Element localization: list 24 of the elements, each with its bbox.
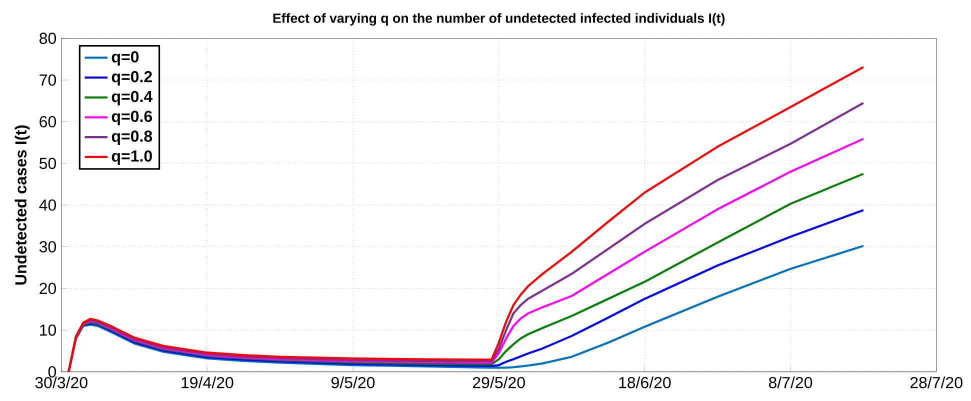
y-tick-label: 60 [40,116,56,128]
x-tick-label: 29/5/20 [472,376,525,388]
x-tick-label: 30/3/20 [35,376,88,388]
y-tick-label: 20 [40,282,56,294]
chart-title: Effect of varying q on the number of undetected infected individuals I(t) [273,13,725,26]
y-axis-title: Undetected cases I(t) [14,125,30,285]
legend-label: q=0.4 [112,90,153,106]
y-tick-label: 50 [39,158,56,169]
x-tick-label: 19/4/20 [182,376,234,388]
x-tick-label: 18/6/20 [619,376,671,388]
legend-label: q=0.8 [112,130,152,145]
legend-label: q=1.0 [112,150,152,165]
x-tick-label: 8/7/20 [768,376,812,388]
y-tick-label: 30 [39,241,56,252]
y-tick-label: 70 [40,74,56,86]
legend-label: q=0.6 [112,110,152,126]
legend-label: q=0 [112,51,139,66]
y-tick-label: 10 [40,324,56,336]
x-tick-label: 9/5/20 [332,376,375,388]
y-tick-label: 0 [48,366,56,378]
x-tick-label: 28/7/20 [910,376,962,388]
y-tick-label: 40 [39,199,56,211]
y-tick-label: 80 [40,32,56,44]
legend-label: q=0.2 [112,70,152,86]
